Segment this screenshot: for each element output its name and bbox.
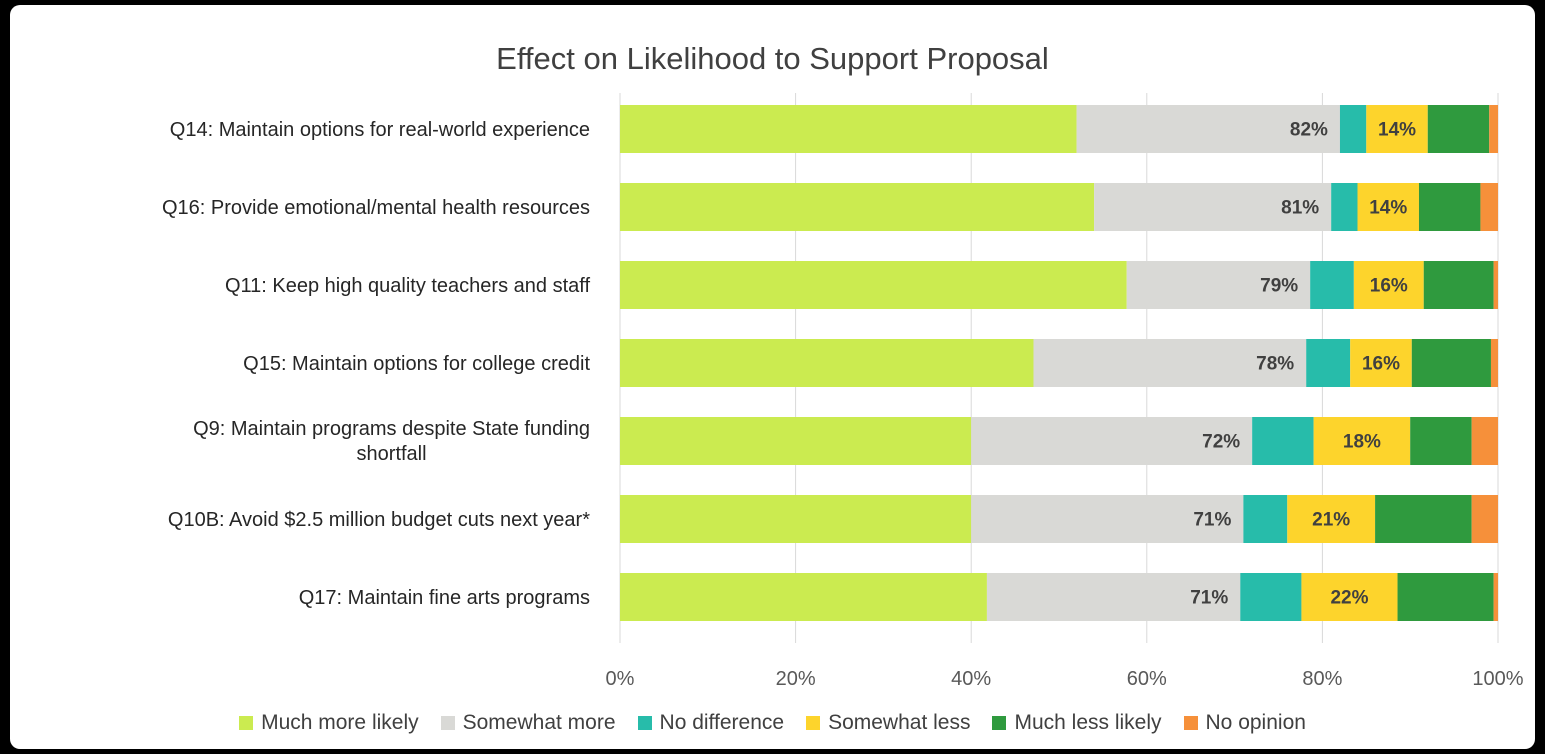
legend-label: Somewhat less [828,711,971,734]
bar-segment-much-more-likely [620,573,987,621]
x-tick-label: 40% [951,668,991,690]
bar-segment-no-difference [1306,339,1351,387]
legend-item: Much more likely [239,711,419,735]
bar-segment-much-more-likely [620,105,1077,153]
bar-segment-somewhat-less [1357,183,1419,231]
legend-item: Somewhat more [440,711,616,735]
legend-swatch [1183,716,1198,730]
category-label: Q10B: Avoid $2.5 million budget cuts nex… [168,509,590,531]
bar-segment-no-opinion [1471,417,1498,465]
x-tick-label: 80% [1302,668,1342,690]
bar-segment-no-opinion [1480,183,1498,231]
bar-segment-much-less-likely [1375,495,1472,543]
bar-segment-no-opinion [1493,573,1498,621]
bar-segment-no-opinion [1471,495,1498,543]
bar-segment-no-difference [1243,495,1288,543]
bar-segment-somewhat-less [1287,495,1376,543]
category-label: Q15: Maintain options for college credit [243,353,590,375]
less-likely-label: 18% [1343,432,1381,453]
chart-title: Effect on Likelihood to Support Proposal [496,41,1049,76]
legend-item: Somewhat less [806,711,970,735]
bar-segment-much-less-likely [1418,183,1481,231]
bar-segment-much-less-likely [1427,105,1490,153]
legend-label: Much more likely [261,711,419,734]
more-likely-label: 72% [1202,432,1240,453]
legend-label: Much less likely [1014,711,1162,734]
legend-label: Somewhat more [462,711,616,734]
bar-segment-much-less-likely [1410,417,1472,465]
bar-segment-much-less-likely [1423,261,1494,309]
category-label: Q16: Provide emotional/mental health res… [162,197,590,219]
more-likely-label: 71% [1193,510,1231,531]
bar-segment-somewhat-more [1126,261,1311,309]
bar-segment-no-difference [1339,105,1367,153]
less-likely-label: 14% [1378,120,1416,141]
legend-swatch [440,716,455,730]
legend-label: No difference [659,711,785,734]
bar-segment-somewhat-more [1033,339,1307,387]
x-tick-label: 100% [1472,668,1523,690]
bar-segment-much-less-likely [1411,339,1491,387]
bar-segment-no-difference [1310,261,1354,309]
legend-item: No difference [637,711,785,735]
bar-segment-much-more-likely [620,261,1127,309]
bar-segment-much-more-likely [620,417,972,465]
legend-swatch [239,716,254,730]
more-likely-label: 71% [1190,588,1228,609]
bar-segment-much-more-likely [620,339,1034,387]
bar-segment-somewhat-more [1076,105,1340,153]
more-likely-label: 81% [1281,198,1319,219]
stacked-bar-chart: 0% 20% 40% 60% 80% 100% Q14: Maintain options … [162,93,1524,690]
bar-segment-somewhat-more [971,417,1253,465]
category-label: Q11: Keep high quality teachers and staf… [225,275,591,297]
category-label: Q9: Maintain programs despite State fund… [193,418,590,465]
bar-segment-no-opinion [1489,105,1498,153]
bar-segment-no-difference [1331,183,1358,231]
less-likely-label: 16% [1370,276,1408,297]
bar-segment-no-difference [1252,417,1314,465]
bar-segment-much-less-likely [1397,573,1494,621]
bar-segment-no-opinion [1490,339,1498,387]
less-likely-label: 21% [1312,510,1350,531]
less-likely-label: 16% [1362,354,1400,375]
x-tick-label: 0% [606,668,635,690]
legend-label: No opinion [1205,711,1306,734]
bar-segment-no-opinion [1493,261,1498,309]
less-likely-label: 22% [1330,588,1368,609]
legend-swatch [806,716,821,730]
more-likely-label: 82% [1290,120,1328,141]
x-tick-label: 60% [1127,668,1167,690]
more-likely-label: 79% [1260,276,1298,297]
legend: Much more likely Somewhat more No differen… [10,711,1535,735]
legend-swatch [992,716,1007,730]
bar-segment-somewhat-less [1301,573,1398,621]
x-tick-label: 20% [776,668,816,690]
category-label: Q17: Maintain fine arts programs [299,587,590,609]
bar-segment-much-more-likely [620,183,1095,231]
bar-segment-somewhat-more [986,573,1241,621]
chart-frame: Effect on Likelihood to Support Proposal… [10,5,1535,749]
less-likely-label: 14% [1369,198,1407,219]
bar-segment-no-difference [1240,573,1302,621]
bar-segment-somewhat-less [1350,339,1412,387]
bar-segment-much-more-likely [620,495,972,543]
legend-item: No opinion [1183,711,1306,735]
legend-item: Much less likely [992,711,1162,735]
legend-swatch [637,716,652,730]
bar-segment-somewhat-less [1366,105,1428,153]
bar-segment-somewhat-more [1094,183,1332,231]
bar-segment-somewhat-more [971,495,1244,543]
bar-segment-somewhat-less [1353,261,1424,309]
bar-segment-somewhat-less [1313,417,1411,465]
category-label: Q14: Maintain options for real-world exp… [170,119,590,141]
more-likely-label: 78% [1256,354,1294,375]
